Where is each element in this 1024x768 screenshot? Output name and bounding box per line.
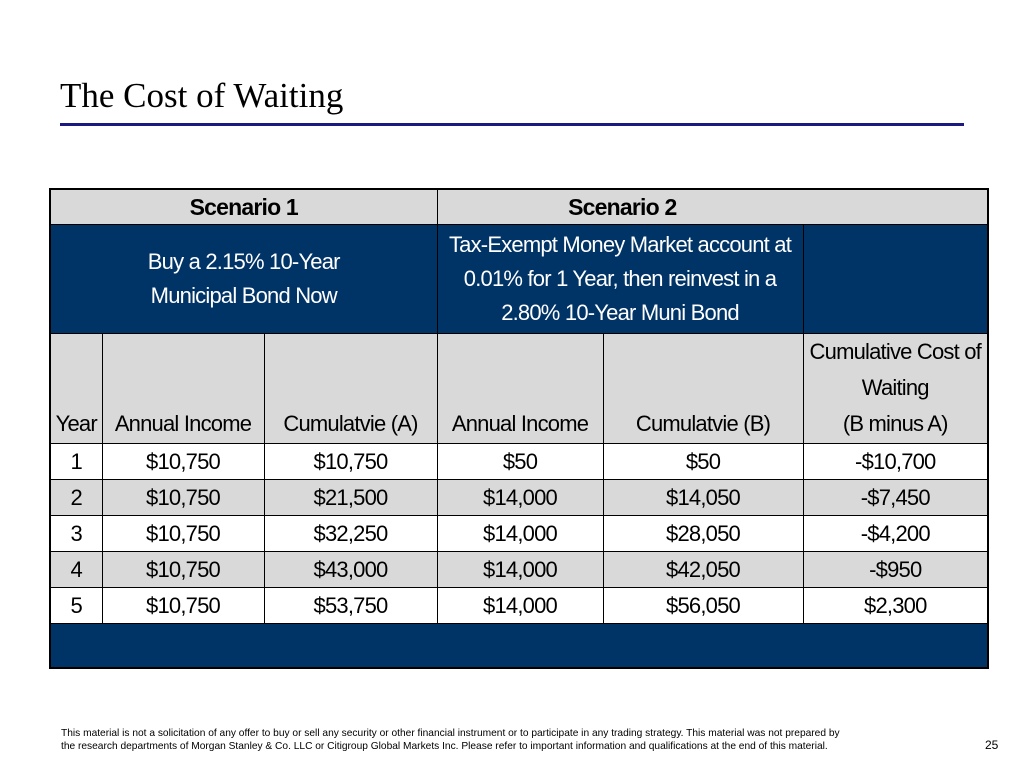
s1-cumulative-cell: $10,750 — [263, 443, 438, 480]
cost-cell: -$10,700 — [802, 443, 989, 480]
col-header-s2-income: Annual Income — [436, 333, 604, 444]
cost-cell: -$7,450 — [802, 479, 989, 516]
scenario-2-header: Scenario 2 — [436, 188, 989, 225]
col-header-s1-cumulative: Cumulatvie (A) — [263, 333, 438, 444]
table-row: 1 $10,750 $10,750 $50 $50 -$10,700 — [49, 443, 989, 480]
col-header-s2-cumulative: Cumulatvie (B) — [602, 333, 804, 444]
s2-income-cell: $14,000 — [436, 551, 604, 588]
cost-cell: -$4,200 — [802, 515, 989, 552]
s1-income-cell: $10,750 — [101, 479, 265, 516]
empty-description-cell — [802, 224, 989, 334]
s2-income-cell: $14,000 — [436, 479, 604, 516]
cost-of-waiting-table: Scenario 1 Scenario 2 Buy a 2.15% 10-Yea… — [49, 188, 990, 669]
disclaimer: This material is not a solicitation of a… — [61, 727, 961, 753]
cost-header-line: Cumulative Cost of — [809, 339, 982, 364]
s2-cumulative-cell: $14,050 — [602, 479, 804, 516]
cost-cell: -$950 — [802, 551, 989, 588]
footer-band-cell — [49, 623, 989, 669]
s1-cumulative-cell: $21,500 — [263, 479, 438, 516]
s1-income-cell: $10,750 — [101, 443, 265, 480]
s2-income-cell: $50 — [436, 443, 604, 480]
table-footer-band — [49, 623, 989, 669]
scenario-2-description: Tax-Exempt Money Market account at 0.01%… — [436, 224, 804, 334]
cost-cell: $2,300 — [802, 587, 989, 624]
scenario-1-header: Scenario 1 — [49, 188, 438, 225]
s1-cumulative-cell: $43,000 — [263, 551, 438, 588]
s1-income-cell: $10,750 — [101, 587, 265, 624]
scenario-2-desc-line: 0.01% for 1 Year, then reinvest in a — [463, 266, 777, 291]
scenario-2-desc-line: Tax-Exempt Money Market account at — [448, 232, 792, 257]
s2-cumulative-cell: $56,050 — [602, 587, 804, 624]
cost-header-line: Waiting — [861, 375, 930, 400]
cost-header-line: (B minus A) — [842, 411, 949, 436]
year-cell: 3 — [49, 515, 103, 552]
s2-income-cell: $14,000 — [436, 515, 604, 552]
slide-title: The Cost of Waiting — [60, 76, 344, 115]
scenario-1-desc-line: Municipal Bond Now — [150, 283, 338, 308]
s2-cumulative-cell: $50 — [602, 443, 804, 480]
table-row: 4 $10,750 $43,000 $14,000 $42,050 -$950 — [49, 551, 989, 588]
title-underline — [60, 123, 964, 126]
disclaimer-line: This material is not a solicitation of a… — [61, 728, 840, 739]
s1-cumulative-cell: $32,250 — [263, 515, 438, 552]
year-cell: 1 — [49, 443, 103, 480]
year-cell: 2 — [49, 479, 103, 516]
scenario-2-desc-line: 2.80% 10-Year Muni Bond — [501, 300, 739, 325]
s1-income-cell: $10,750 — [101, 551, 265, 588]
s2-cumulative-cell: $42,050 — [602, 551, 804, 588]
year-cell: 4 — [49, 551, 103, 588]
scenario-1-description: Buy a 2.15% 10-Year Municipal Bond Now — [49, 224, 438, 334]
table-row: 5 $10,750 $53,750 $14,000 $56,050 $2,300 — [49, 587, 989, 624]
scenario-description-row: Buy a 2.15% 10-Year Municipal Bond Now T… — [49, 224, 989, 334]
col-header-cost-of-waiting: Cumulative Cost of Waiting (B minus A) — [802, 333, 989, 444]
column-header-row: Year Annual Income Cumulatvie (A) Annual… — [49, 333, 989, 444]
page-number: 25 — [985, 738, 999, 752]
scenario-header-row: Scenario 1 Scenario 2 — [49, 188, 989, 225]
table-row: 2 $10,750 $21,500 $14,000 $14,050 -$7,45… — [49, 479, 989, 516]
disclaimer-line: the research departments of Morgan Stanl… — [61, 741, 828, 752]
s1-cumulative-cell: $53,750 — [263, 587, 438, 624]
s2-income-cell: $14,000 — [436, 587, 604, 624]
scenario-1-desc-line: Buy a 2.15% 10-Year — [147, 249, 341, 274]
col-header-year: Year — [49, 333, 103, 444]
table-row: 3 $10,750 $32,250 $14,000 $28,050 -$4,20… — [49, 515, 989, 552]
s1-income-cell: $10,750 — [101, 515, 265, 552]
year-cell: 5 — [49, 587, 103, 624]
s2-cumulative-cell: $28,050 — [602, 515, 804, 552]
col-header-s1-income: Annual Income — [101, 333, 265, 444]
